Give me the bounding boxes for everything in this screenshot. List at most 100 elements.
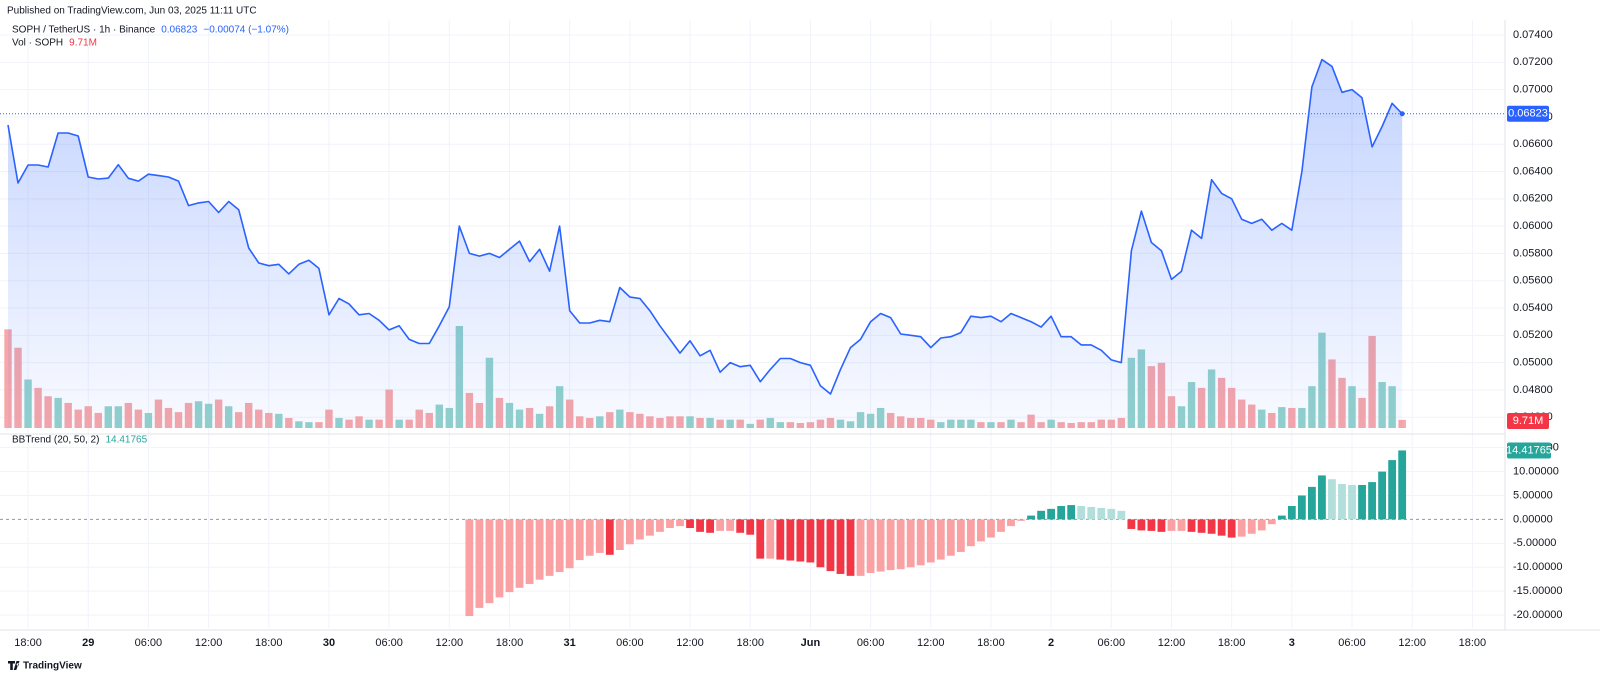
bbtrend-bar (1398, 450, 1407, 520)
bbtrend-bar (1117, 510, 1126, 520)
bbtrend-bar (1308, 486, 1316, 520)
bbtrend-bar (726, 519, 735, 531)
bbtrend-bar (1027, 515, 1035, 520)
bbtrend-bar (1267, 519, 1276, 525)
x-tick-label: 06:00 (1098, 637, 1126, 649)
bbtrend-bar (505, 519, 514, 593)
x-tick-label: 12:00 (436, 637, 464, 649)
bbtrend-bar (936, 519, 945, 560)
bbtrend-bar (635, 519, 644, 540)
bbtrend-bar (485, 519, 494, 604)
x-tick-label: 06:00 (857, 637, 885, 649)
y-tick-label: 10.00000 (1513, 465, 1559, 477)
bbtrend-bar (756, 519, 765, 559)
x-tick-label: 30 (323, 637, 335, 649)
x-tick-label: 18:00 (14, 637, 42, 649)
y-tick-label: 0.05000 (1513, 357, 1553, 369)
x-tick-label: 29 (82, 637, 94, 649)
x-tick-label: 12:00 (195, 637, 223, 649)
y-tick-label: 0.07000 (1513, 84, 1553, 96)
bbtrend-bar (656, 519, 664, 532)
bbtrend-bar (625, 519, 634, 545)
bbtrend-bar (826, 519, 835, 572)
bbtrend-bar (916, 519, 925, 566)
bbtrend-bar (766, 519, 775, 559)
bbtrend-bar (686, 519, 694, 529)
y-tick-label: 0.05800 (1513, 247, 1553, 259)
y-tick-label: 0.06000 (1513, 220, 1553, 232)
bbtrend-bar (836, 519, 845, 574)
bbtrend-bar (646, 519, 654, 536)
legend-value: 0.06823 (161, 25, 198, 36)
y-tick-label: 0.07400 (1513, 29, 1553, 41)
bbtrend-bar (816, 519, 825, 568)
y-tick-label: 0.05400 (1513, 302, 1553, 314)
bbtrend-bar (1137, 519, 1146, 531)
bbtrend-bar (946, 519, 955, 556)
bbtrend-bar (1247, 519, 1256, 534)
axis-layer (0, 20, 1600, 631)
bbtrend-bar (706, 519, 714, 533)
bbtrend-bar (676, 519, 684, 527)
bbtrend-tag-label: 14.41765 (1506, 444, 1552, 456)
y-tick-label: -20.00000 (1513, 609, 1563, 621)
x-tick-label: Jun (801, 637, 821, 649)
bbtrend-bar (906, 519, 915, 568)
y-tick-label: 0.06200 (1513, 193, 1553, 205)
bbtrend-bar (1277, 515, 1286, 520)
bbtrend-bar (1368, 482, 1376, 520)
bbtrend-bar (896, 519, 905, 570)
bbtrend-bar (545, 519, 554, 576)
y-tick-label: -5.00000 (1513, 537, 1556, 549)
bbtrend-bar (1388, 460, 1397, 520)
bbtrend-bar (666, 519, 674, 529)
bbtrend-bar (1227, 519, 1236, 538)
bbtrend-bar (1297, 495, 1306, 520)
y-tick-label: 0.07200 (1513, 56, 1553, 68)
bbtrend-bar (1257, 519, 1266, 531)
bbtrend-bar (1017, 519, 1025, 521)
y-tick-label: 0.00000 (1513, 513, 1553, 525)
bbtrend-bar (1197, 519, 1206, 533)
x-tick-label: 3 (1289, 637, 1295, 649)
x-tick-label: 12:00 (917, 637, 945, 649)
y-tick-label: -15.00000 (1513, 585, 1563, 597)
bbtrend-bar (696, 519, 704, 532)
price-tag-label: 0.06823 (1508, 108, 1548, 120)
bbtrend-bar (856, 519, 865, 576)
bbtrend-bar (585, 519, 594, 556)
x-tick-label: 18:00 (736, 637, 764, 649)
bbtrend-bar (1067, 505, 1076, 520)
bbtrend-bar (555, 519, 564, 573)
bbtrend-bar (926, 519, 935, 563)
bbtrend-bar (997, 519, 1005, 532)
x-tick-label: 31 (564, 637, 576, 649)
y-tick-label: 0.05600 (1513, 275, 1553, 287)
x-tick-label: 12:00 (1158, 637, 1186, 649)
legend-volume-value: 9.71M (69, 38, 97, 49)
y-tick-label: 0.05200 (1513, 329, 1553, 341)
x-tick-label: 06:00 (616, 637, 644, 649)
y-tick-label: 0.06400 (1513, 165, 1553, 177)
bbtrend-bar (1077, 506, 1086, 520)
bbtrend-bar (1177, 519, 1186, 531)
bbtrend-bar (565, 519, 574, 569)
bbtrend-bar (515, 519, 524, 588)
y-tick-label: 0.06600 (1513, 138, 1553, 150)
bbtrend-bar (1328, 479, 1336, 520)
bbtrend-bar (1127, 519, 1136, 529)
bbtrend-bar (977, 519, 985, 542)
published-note: Published on TradingView.com, Jun 03, 20… (7, 6, 257, 17)
y-tick-label: 0.04800 (1513, 384, 1553, 396)
bbtrend-bar (495, 519, 504, 598)
bbtrend-bar (1378, 471, 1387, 520)
x-tick-label: 18:00 (1218, 637, 1246, 649)
legend-value: 14.41765 (105, 435, 147, 446)
price-tag (1507, 105, 1549, 122)
bbtrend-bar (1318, 475, 1326, 520)
legend-change: −0.00074 (−1.07%) (203, 25, 289, 36)
bbtrend-bar (786, 519, 795, 561)
bbtrend-bar (716, 519, 725, 531)
bbtrend-bar (1217, 519, 1226, 536)
bbtrend-bar (525, 519, 534, 584)
